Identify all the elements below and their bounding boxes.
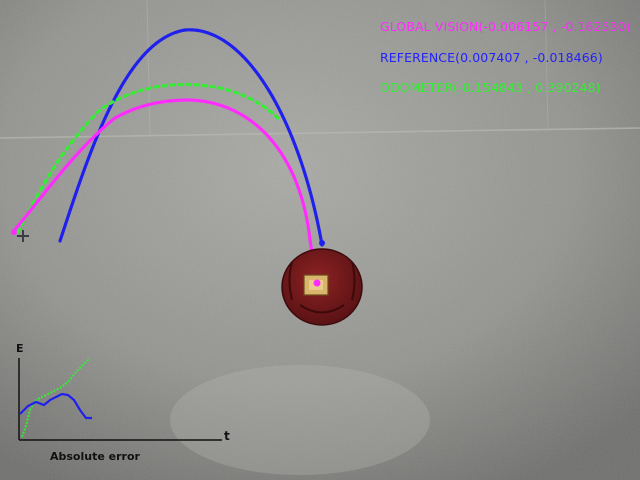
global-vision-start-dot xyxy=(11,229,17,235)
error-plot-y-label: E xyxy=(16,342,24,355)
robot-position-dot xyxy=(313,279,321,287)
reference-readout: REFERENCE(0.007407 , -0.018466) xyxy=(380,50,603,65)
robot-icon xyxy=(281,248,363,326)
cross-marker-icon xyxy=(17,230,29,242)
tile-seam xyxy=(0,127,640,139)
odometer-trajectory xyxy=(16,82,282,234)
light-reflection xyxy=(170,365,430,475)
global-vision-trajectory xyxy=(11,98,318,284)
error-plot-title: Absolute error xyxy=(50,450,140,463)
odometer-readout: ODOMETER(-0.154843 , 0.390248) xyxy=(380,80,601,95)
error-plot xyxy=(18,357,222,441)
reference-trajectory xyxy=(58,28,324,247)
tile-seam xyxy=(544,0,549,129)
error-plot-x-label: t xyxy=(224,429,230,443)
reference-endpoint xyxy=(319,240,325,246)
error-plot-reference-series xyxy=(19,392,92,420)
tile-seam xyxy=(146,0,151,136)
global-vision-readout: GLOBAL VISION(-0.006157 , -0.162530) xyxy=(380,19,631,34)
error-plot-odometer-series xyxy=(21,357,91,438)
